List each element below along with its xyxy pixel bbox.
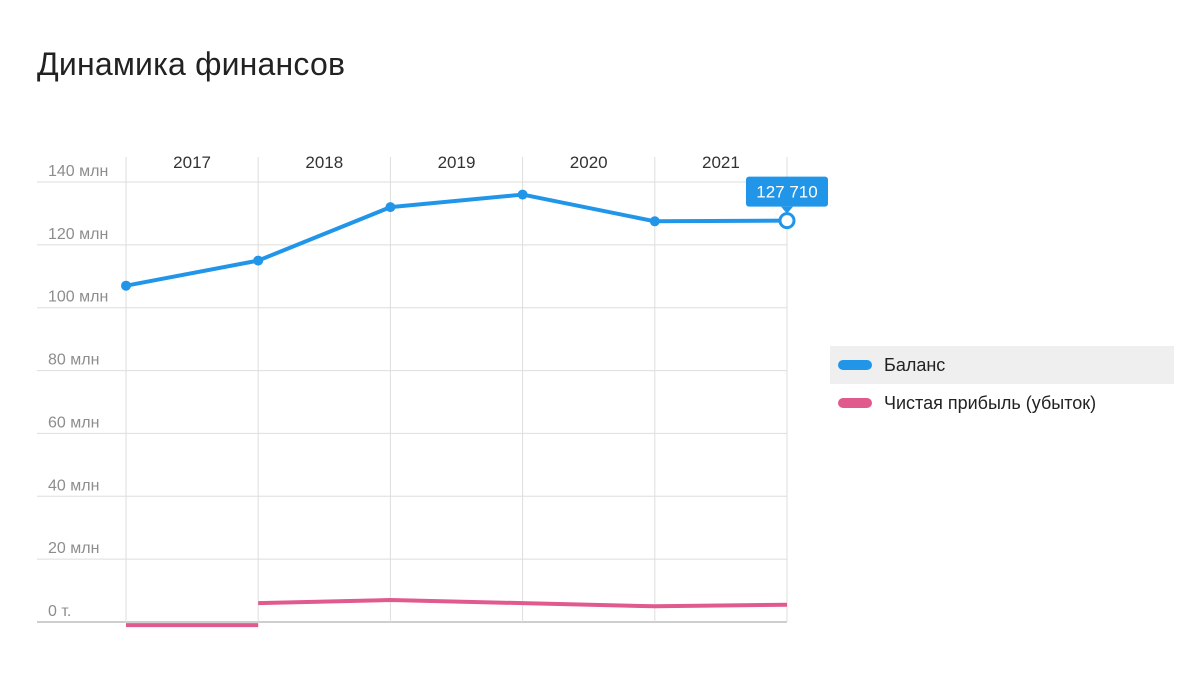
y-tick-label: 80 млн [48,352,99,369]
net-profit-line [258,598,788,609]
x-category-label: 2017 [173,153,211,172]
legend-label-balance: Баланс [884,354,946,375]
balance-point [385,202,396,213]
y-tick-label: 60 млн [48,414,99,431]
x-category-label: 2020 [570,153,608,172]
legend-item-balance[interactable]: Баланс [830,346,1174,384]
balance-point [121,280,131,291]
legend: Баланс Чистая прибыль (убыток) [830,346,1174,422]
x-category-label: 2018 [305,153,343,172]
y-tick-label: 20 млн [48,540,99,557]
balance-point-active [778,212,796,230]
y-tick-label: 120 млн [48,226,108,243]
legend-item-net-profit[interactable]: Чистая прибыль (убыток) [830,384,1174,422]
legend-swatch-balance [838,360,872,370]
tooltip-box [746,176,828,207]
balance-line [124,192,789,288]
y-tick-label: 140 млн [48,163,108,180]
legend-label-net-profit: Чистая прибыль (убыток) [884,392,1097,413]
balance-point [253,255,264,266]
y-tick-label: 0 т. [48,603,71,620]
x-category-label: 2021 [702,153,740,172]
balance-point [517,189,528,200]
x-category-label: 2019 [438,153,476,172]
chart-title: Динамика финансов [37,46,346,82]
y-tick-label: 100 млн [48,289,108,306]
balance-point [649,216,660,227]
y-tick-label: 40 млн [48,477,99,494]
legend-swatch-net-profit [838,398,872,408]
tooltip-pointer [781,206,793,214]
tooltip-label: 127 710 [756,183,817,202]
